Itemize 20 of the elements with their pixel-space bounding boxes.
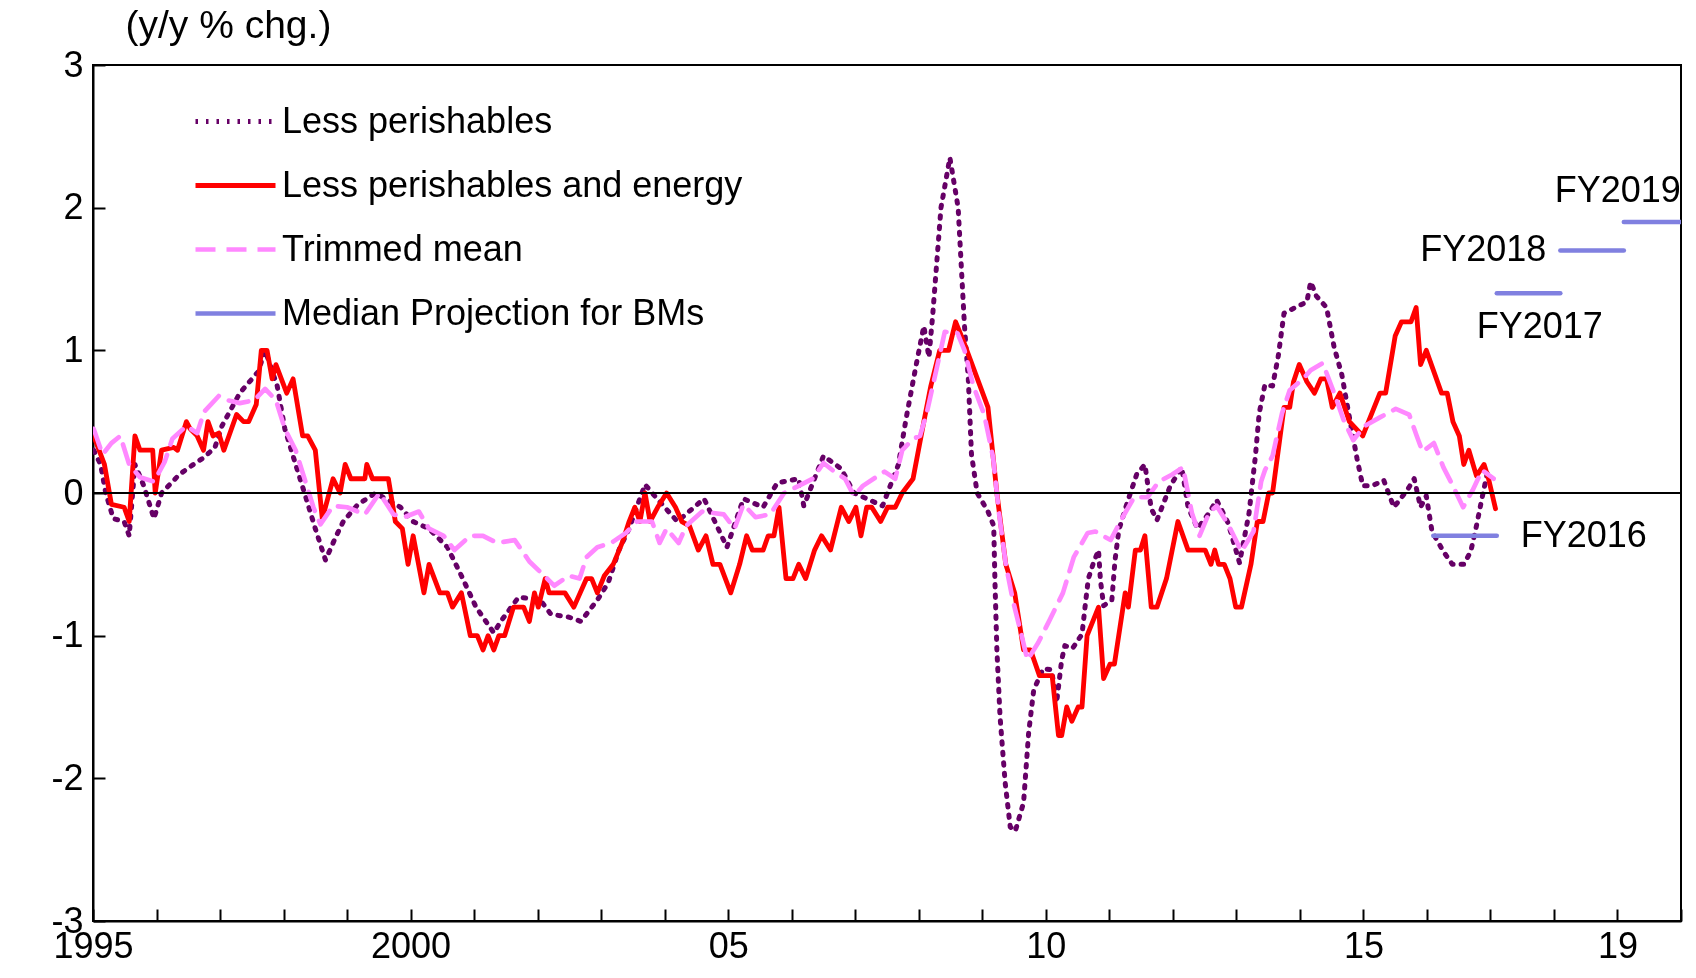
legend-label: Trimmed mean — [282, 227, 523, 269]
annotation: FY2018 — [1420, 228, 1547, 270]
y-axis-title: (y/y % chg.) — [125, 2, 332, 46]
y-tick-label: -2 — [51, 756, 84, 798]
x-tick-label: 2000 — [371, 924, 452, 966]
annotation: FY2019 — [1554, 168, 1681, 210]
y-tick-label: -1 — [51, 614, 84, 656]
legend-label: Less perishables — [282, 99, 553, 141]
legend-label: Median Projection for BMs — [282, 291, 705, 333]
x-tick-label: 15 — [1343, 924, 1384, 966]
x-tick-label: 05 — [708, 924, 749, 966]
legend-label: Less perishables and energy — [282, 163, 743, 205]
y-tick-label: 1 — [63, 328, 84, 370]
x-tick-label: 19 — [1597, 924, 1638, 966]
y-tick-label: 3 — [63, 43, 84, 85]
annotation: FY2017 — [1476, 305, 1603, 347]
annotation: FY2016 — [1520, 513, 1647, 555]
x-tick-label: 10 — [1026, 924, 1067, 966]
y-tick-label: 2 — [63, 186, 84, 228]
y-tick-label: 0 — [63, 471, 84, 513]
